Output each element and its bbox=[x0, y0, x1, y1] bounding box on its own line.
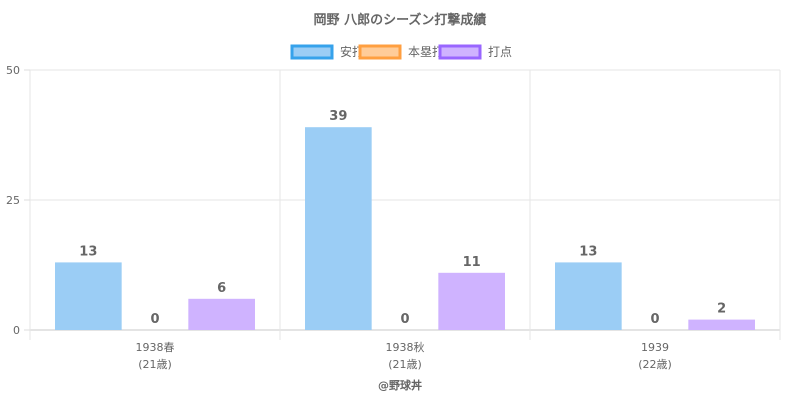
x-axis: 1938春 (21歳) 1938秋 (21歳) 1939 (22歳) bbox=[136, 340, 672, 371]
x-tick-sublabel-1: (21歳) bbox=[138, 358, 172, 371]
x-tick-label-3: 1939 bbox=[641, 341, 669, 354]
credit-label: @野球丼 bbox=[378, 378, 422, 392]
gridlines bbox=[29, 69, 781, 340]
value-label-2-1: 39 bbox=[329, 109, 347, 124]
legend-swatch-3 bbox=[438, 44, 482, 60]
legend-label-1: 安打 bbox=[340, 44, 364, 59]
value-label-2-2: 0 bbox=[400, 312, 409, 327]
y-axis: 0 25 50 bbox=[6, 64, 30, 337]
value-label-1-1: 13 bbox=[79, 244, 97, 259]
value-label-3-1: 13 bbox=[579, 244, 597, 259]
bar-1-3 bbox=[188, 298, 255, 330]
legend: 安打 本塁打 打点 bbox=[290, 44, 512, 60]
value-label-2-3: 11 bbox=[463, 255, 481, 270]
bar-3-3 bbox=[688, 319, 755, 330]
bars: 13 0 6 39 0 11 13 0 2 bbox=[55, 109, 755, 330]
x-tick-label-2: 1938秋 bbox=[386, 340, 425, 354]
value-label-1-3: 6 bbox=[217, 281, 226, 296]
legend-swatch-2 bbox=[358, 44, 402, 60]
bar-1-1 bbox=[55, 262, 122, 330]
value-label-1-2: 0 bbox=[150, 312, 159, 327]
chart-title: 岡野 八郎のシーズン打撃成績 bbox=[314, 12, 487, 28]
bar-2-1 bbox=[305, 127, 372, 330]
x-tick-sublabel-3: (22歳) bbox=[638, 358, 672, 371]
y-tick-label-25: 25 bbox=[6, 194, 20, 207]
legend-label-2: 本塁打 bbox=[408, 45, 444, 59]
bar-3-1 bbox=[555, 262, 622, 330]
legend-label-3: 打点 bbox=[488, 45, 512, 59]
value-label-3-2: 0 bbox=[650, 312, 659, 327]
bar-2-3 bbox=[438, 272, 505, 330]
y-tick-label-0: 0 bbox=[13, 324, 20, 337]
x-tick-sublabel-2: (21歳) bbox=[388, 358, 422, 371]
y-tick-label-50: 50 bbox=[6, 64, 20, 77]
x-tick-label-1: 1938春 bbox=[136, 341, 175, 354]
value-label-3-3: 2 bbox=[717, 302, 726, 317]
legend-swatch-1 bbox=[290, 44, 334, 60]
